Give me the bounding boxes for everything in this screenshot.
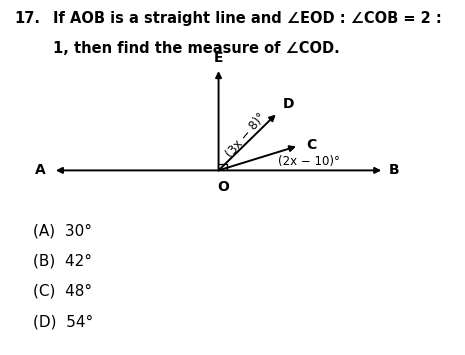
Text: 1, then find the measure of ∠COD.: 1, then find the measure of ∠COD.	[53, 41, 340, 56]
Text: If AOB is a straight line and ∠EOD : ∠COB = 2 :: If AOB is a straight line and ∠EOD : ∠CO…	[53, 11, 442, 26]
Text: (D)  54°: (D) 54°	[33, 314, 93, 329]
Text: A: A	[35, 163, 46, 178]
Text: (A)  30°: (A) 30°	[33, 224, 92, 239]
Text: E: E	[214, 51, 223, 65]
Text: D: D	[283, 97, 294, 111]
Text: B: B	[388, 163, 399, 178]
Text: O: O	[217, 180, 229, 194]
Text: (2x − 10)°: (2x − 10)°	[278, 155, 340, 168]
Text: (3x − 8)°: (3x − 8)°	[224, 110, 269, 160]
Text: (C)  48°: (C) 48°	[33, 284, 92, 299]
Text: C: C	[306, 138, 317, 152]
Text: (B)  42°: (B) 42°	[33, 254, 92, 269]
Text: 17.: 17.	[14, 11, 40, 26]
